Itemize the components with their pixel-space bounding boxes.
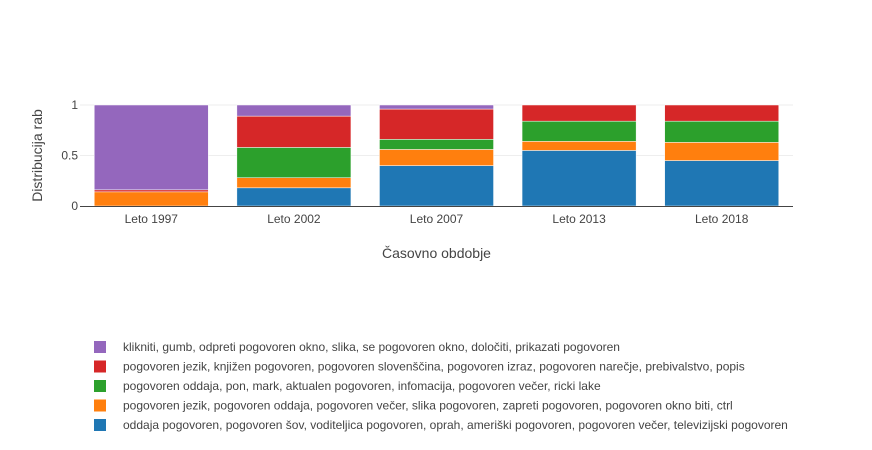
- bar-leto-2007-series-1[interactable]: [379, 149, 494, 166]
- bars: [94, 104, 779, 207]
- bar-leto-2007-series-0[interactable]: [379, 165, 494, 207]
- bar-leto-2007-series-2[interactable]: [379, 139, 494, 150]
- legend-label-4[interactable]: oddaja pogovoren, pogovoren šov, voditel…: [123, 418, 788, 432]
- x-tick-label: Leto 2007: [410, 212, 464, 226]
- legend-label-1[interactable]: pogovoren jezik, knjižen pogovoren, pogo…: [123, 360, 745, 374]
- bar-leto-2002-series-2[interactable]: [236, 147, 352, 178]
- bar-leto-1997-series-1[interactable]: [94, 191, 209, 207]
- legend-label-3[interactable]: pogovoren jezik, pogovoren oddaja, pogov…: [123, 399, 733, 413]
- x-axis-title: Časovno obdobje: [382, 245, 491, 261]
- legend-swatch-1[interactable]: [94, 360, 106, 373]
- bar-leto-2018-series-3[interactable]: [664, 104, 779, 122]
- x-tick-label: Leto 2018: [695, 212, 749, 226]
- bar-leto-2002-series-4[interactable]: [236, 104, 352, 117]
- x-tick-label: Leto 2013: [552, 212, 606, 226]
- y-tick-label: 0.5: [61, 149, 78, 163]
- bar-leto-2002-series-0[interactable]: [236, 187, 352, 207]
- bar-leto-2018-series-0[interactable]: [664, 160, 779, 207]
- y-tick-labels: 00.51: [61, 98, 78, 213]
- y-axis-title: Distribucija rab: [29, 109, 45, 202]
- bar-leto-2013-series-3[interactable]: [521, 104, 637, 122]
- bar-leto-2018-series-1[interactable]: [664, 142, 779, 161]
- legend-swatch-2[interactable]: [94, 380, 106, 392]
- bar-leto-2013-series-0[interactable]: [521, 150, 637, 207]
- legend: klikniti, gumb, odpreti pogovoren okno, …: [94, 340, 788, 432]
- x-tick-label: Leto 2002: [267, 212, 321, 226]
- bar-leto-2007-series-4[interactable]: [379, 104, 494, 110]
- x-tick-labels: Leto 1997 Leto 2002 Leto 2007 Leto 2013 Leto…: [125, 212, 749, 226]
- legend-swatch-4[interactable]: [94, 419, 106, 431]
- y-tick-label: 1: [71, 98, 78, 112]
- bar-leto-2007-series-3[interactable]: [379, 108, 494, 140]
- bar-leto-2018-series-2[interactable]: [664, 120, 779, 143]
- bar-leto-2002-series-1[interactable]: [236, 177, 352, 189]
- x-tick-label: Leto 1997: [125, 212, 179, 226]
- bar-leto-1997-series-4[interactable]: [94, 104, 209, 191]
- legend-label-2[interactable]: pogovoren oddaja, pon, mark, aktualen po…: [123, 379, 601, 393]
- bar-leto-1997-series-3[interactable]: [94, 189, 209, 193]
- bar-leto-2013-series-2[interactable]: [521, 120, 637, 142]
- bar-leto-2013-series-1[interactable]: [521, 141, 637, 151]
- legend-label-0[interactable]: klikniti, gumb, odpreti pogovoren okno, …: [123, 340, 620, 354]
- legend-swatch-3[interactable]: [94, 399, 106, 412]
- bar-leto-2002-series-3[interactable]: [236, 115, 352, 148]
- legend-swatch-0[interactable]: [94, 341, 106, 353]
- y-tick-label: 0: [71, 199, 78, 213]
